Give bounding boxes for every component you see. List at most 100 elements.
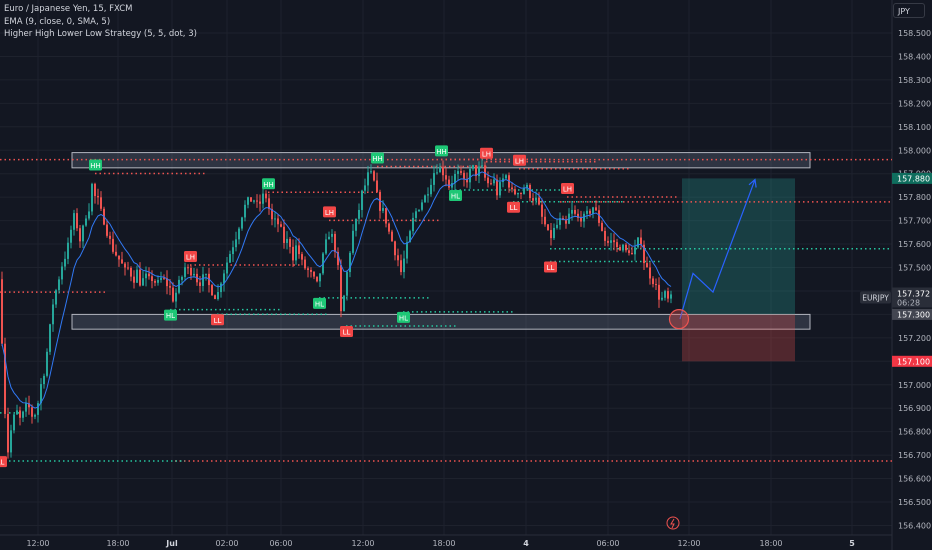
hhll-label: HH (435, 145, 448, 157)
candle-body (118, 255, 120, 260)
candle-body (436, 172, 438, 174)
candle-body (337, 251, 339, 266)
hhll-label-text: HL (399, 314, 408, 322)
candle-body (274, 218, 276, 220)
hhll-label-bg (513, 154, 526, 166)
ema-indicator-title[interactable]: EMA (9, close, 0, SMA, 5) (4, 16, 111, 27)
candle-body (538, 197, 540, 205)
candle-body (43, 375, 45, 385)
time-tick-label: 02:00 (215, 539, 238, 548)
candle-body (427, 194, 429, 196)
hhll-label-text: LL (214, 317, 222, 325)
candle-body (298, 245, 300, 255)
time-tick-label: 5 (849, 539, 855, 548)
chart-legend: Euro / Japanese Yen, 15, FXCM EMA (9, cl… (4, 3, 197, 41)
candle-body (352, 230, 354, 253)
entry-price-tag: 157.300 (897, 310, 930, 319)
candle-body (124, 263, 126, 268)
price-tick-label: 157.500 (898, 264, 931, 273)
candle-body (85, 218, 87, 226)
candle-body (136, 269, 138, 283)
hhll-label-text: HL (451, 192, 460, 200)
entry-price-tag-bg (892, 308, 932, 320)
hhll-label: HL (449, 189, 462, 201)
hhll-label-text: HH (436, 148, 447, 156)
hhll-label-text: HH (372, 155, 383, 163)
price-tick-label: 156.900 (898, 404, 931, 413)
symbol-title[interactable]: Euro / Japanese Yen, 15, FXCM (4, 4, 133, 14)
candle-body (244, 204, 246, 218)
candle-body (412, 217, 414, 232)
candle-body (160, 277, 162, 280)
candle-body (475, 165, 477, 177)
candle-body (349, 252, 351, 273)
long-position-tool (682, 178, 795, 362)
candle-body (361, 190, 363, 210)
candle-body (478, 166, 480, 177)
hhll-label: LH (323, 206, 336, 218)
hhll-label-bg (397, 311, 410, 323)
candle-body (541, 204, 543, 217)
candle-body (586, 210, 588, 214)
candle-body (472, 165, 474, 169)
candle-body (610, 240, 612, 243)
candle-body (526, 184, 528, 189)
hhll-label-bg (561, 182, 574, 194)
candle-body (484, 165, 486, 178)
price-tick-label: 156.400 (898, 521, 931, 530)
hhll-label: LL (340, 325, 353, 337)
candle-body (46, 351, 48, 376)
ema-path (1, 171, 672, 409)
candle-body (655, 284, 657, 286)
candle-body (355, 218, 357, 231)
hhll-label-text: LH (325, 209, 334, 217)
price-tick-label: 157.600 (898, 240, 931, 249)
candle-body (598, 210, 600, 223)
candle-body (10, 430, 12, 453)
projection-line (679, 179, 756, 320)
candle-body (544, 216, 546, 225)
currency-button[interactable]: JPY (893, 3, 925, 18)
hhll-label: LH (561, 182, 574, 194)
candle-body (454, 173, 456, 184)
candle-body (631, 252, 633, 255)
candle-body (268, 198, 270, 209)
candle-body (403, 258, 405, 273)
candle-body (517, 192, 519, 195)
candle-body (358, 209, 360, 219)
candle-body (1, 279, 3, 344)
hhll-label-text: LL (343, 328, 351, 336)
candle-body (223, 273, 225, 284)
candle-body (217, 292, 219, 300)
hhll-label: HL (164, 309, 177, 321)
candle-body (640, 237, 642, 245)
candle-body (496, 179, 498, 196)
candle-body (619, 246, 621, 251)
strategy-indicator-title[interactable]: Higher High Lower Low Strategy (5, 5, do… (4, 29, 197, 39)
candle-body (370, 171, 372, 173)
candle-body (166, 278, 168, 287)
candle-body (607, 240, 609, 243)
candle-body (601, 222, 603, 231)
candle-body (670, 294, 672, 299)
hhll-label-bg (164, 309, 177, 321)
hhll-label-text: LL (0, 459, 4, 467)
candle-body (373, 171, 375, 181)
candle-body (148, 273, 150, 277)
target-price-tag: 157.880 (897, 174, 930, 183)
price-tick-label: 158.000 (898, 146, 931, 155)
candle-body (301, 254, 303, 260)
candle-body (61, 266, 63, 280)
candle-body (271, 208, 273, 220)
candle-body (637, 237, 639, 248)
candle-body (52, 304, 54, 325)
symbol-tag-bg (860, 291, 891, 304)
candle-body (286, 238, 288, 243)
lightning-bolt (670, 518, 675, 529)
candle-body (106, 224, 108, 236)
candle-body (88, 211, 90, 219)
candle-body (34, 414, 36, 417)
hhll-label-text: LH (482, 150, 491, 158)
candle-body (178, 279, 180, 293)
